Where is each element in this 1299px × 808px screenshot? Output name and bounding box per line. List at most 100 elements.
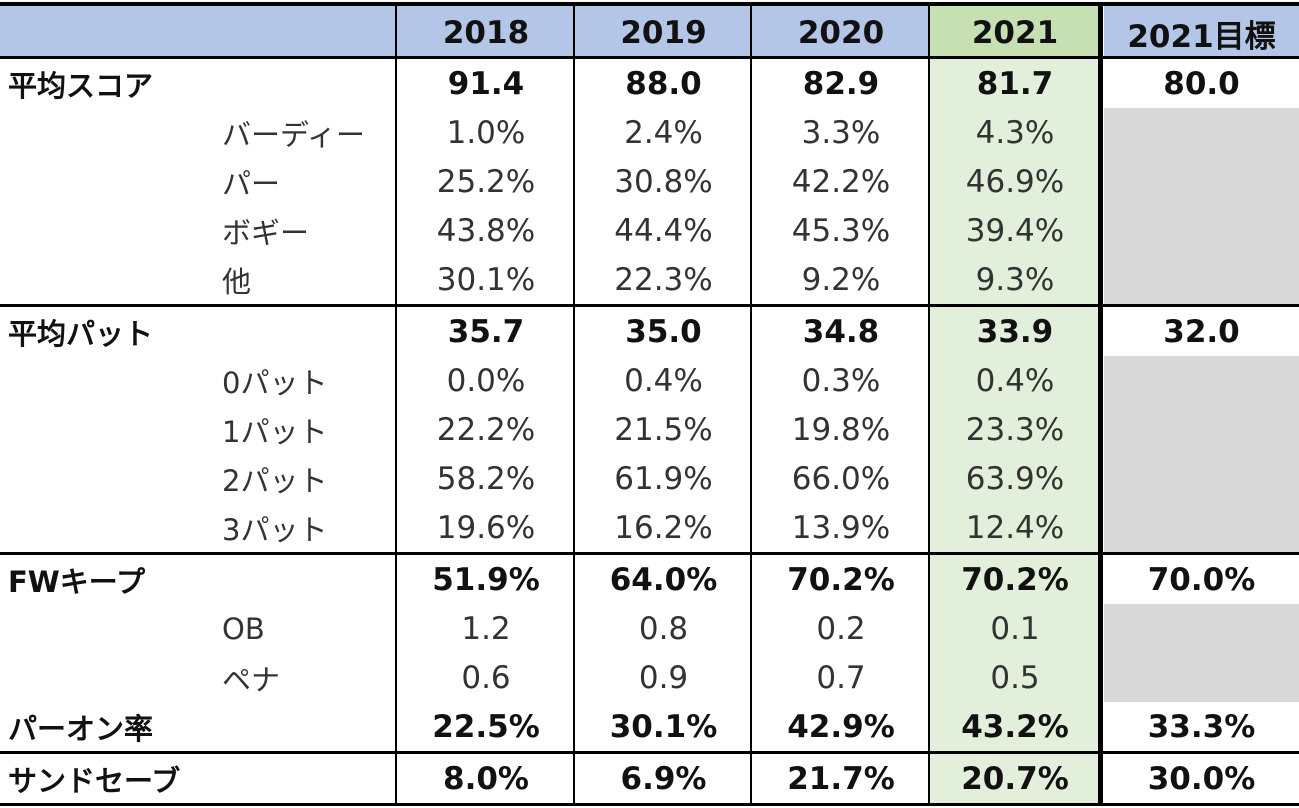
value-cell: 64.0% [609,561,718,598]
value-cell: 16.2% [614,509,713,546]
value-cell: 9.3% [975,261,1055,298]
value-cell: 0.4% [975,362,1055,399]
column-header: 2018 [442,15,530,51]
value-cell: 0.7 [816,659,866,696]
value-cell: 34.8 [802,313,880,350]
value-cell: 1.2 [461,610,511,647]
header-bg [0,6,1100,56]
row-item: パー [222,166,281,201]
target-empty [1104,157,1299,206]
value-cell: 82.9 [802,65,880,102]
value-cell: 3.3% [801,114,881,151]
target-cell: 80.0 [1163,65,1240,102]
value-cell: 23.3% [965,411,1065,448]
value-cell: 39.4% [965,212,1065,249]
value-cell: 0.3% [801,362,881,399]
target-cell: 70.0% [1147,561,1256,598]
value-cell: 12.4% [965,509,1065,546]
column-header: 2019 [620,15,707,51]
row-item: ペナ [222,662,281,697]
value-cell: 88.0 [625,65,702,102]
target-empty [1104,108,1299,157]
value-cell: 58.2% [436,460,536,497]
value-cell: 35.7 [447,313,525,350]
value-cell: 0.9 [638,659,689,696]
target-empty [1104,503,1299,552]
column-header: 2021目標 [1127,18,1276,55]
target-empty [1104,604,1299,653]
value-cell: 0.1 [990,610,1040,647]
column-header: 2021 [971,15,1059,51]
value-cell: 19.6% [436,509,536,546]
row-item: 2パット [222,463,328,498]
section-border [0,304,1299,307]
row-item: 0パット [222,365,328,400]
value-cell: 51.9% [432,561,540,598]
row-item: バーディー [222,117,365,152]
value-cell: 6.9% [620,760,707,797]
column-header: 2020 [797,15,885,51]
value-cell: 21.5% [614,411,713,448]
column-border [750,2,752,803]
value-cell: 2.4% [624,114,703,151]
value-cell: 22.3% [614,261,713,298]
value-cell: 0.2 [816,610,866,647]
value-cell: 33.9 [976,313,1054,350]
row-item: 3パット [222,512,328,547]
value-cell: 43.2% [961,708,1069,745]
column-border [395,2,397,803]
value-cell: 9.2% [801,261,881,298]
row-item: OB [222,611,265,646]
row-title: パーオン率 [8,711,154,746]
target-empty [1104,454,1299,503]
value-cell: 46.9% [965,163,1065,200]
row-title: 平均スコア [8,68,154,103]
col-2021-bg [930,59,1100,803]
value-cell: 0.4% [624,362,703,399]
value-cell: 20.7% [961,760,1069,797]
value-cell: 66.0% [791,460,891,497]
value-cell: 0.0% [446,362,526,399]
value-cell: 22.5% [432,708,540,745]
value-cell: 63.9% [965,460,1065,497]
header-border [0,56,1299,59]
target-empty [1104,255,1299,304]
value-cell: 30.1% [436,261,536,298]
value-cell: 44.4% [614,212,713,249]
section-border [0,803,1299,806]
row-item: 他 [222,264,252,299]
value-cell: 4.3% [975,114,1055,151]
row-title: サンドセーブ [8,763,181,798]
value-cell: 30.8% [614,163,713,200]
target-cell: 33.3% [1147,708,1256,745]
value-cell: 81.7 [976,65,1054,102]
value-cell: 30.1% [609,708,718,745]
target-cell: 30.0% [1147,760,1256,797]
value-cell: 8.0% [443,760,529,797]
target-empty [1104,356,1299,405]
value-cell: 0.8 [638,610,689,647]
header-bg-2021 [930,6,1100,56]
row-title: 平均パット [8,316,154,351]
row-item: 1パット [222,414,328,449]
value-cell: 45.3% [791,212,891,249]
column-border [573,2,575,803]
target-empty [1104,206,1299,255]
column-border [1098,2,1103,803]
target-empty [1104,653,1299,702]
column-border [928,2,930,803]
value-cell: 43.8% [436,212,536,249]
value-cell: 61.9% [614,460,713,497]
value-cell: 21.7% [787,760,895,797]
value-cell: 42.9% [787,708,895,745]
row-title: FWキープ [8,564,146,599]
top-border [0,2,1299,6]
value-cell: 70.2% [961,561,1069,598]
value-cell: 91.4 [447,65,525,102]
section-border [0,751,1299,754]
value-cell: 42.2% [791,163,891,200]
value-cell: 35.0 [625,313,702,350]
value-cell: 0.5 [990,659,1040,696]
row-item: ボギー [222,215,310,250]
